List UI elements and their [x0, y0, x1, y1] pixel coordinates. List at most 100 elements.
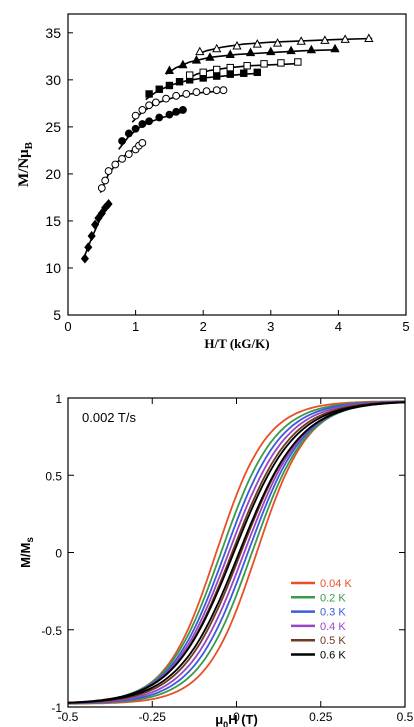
- hysteresis-branch-down: [68, 401, 405, 704]
- top-fit-curve: [165, 48, 339, 75]
- top-x-tick-label: 1: [132, 319, 139, 334]
- top-point-triangle: [306, 44, 317, 54]
- legend-label: 0.4 K: [320, 621, 346, 633]
- hysteresis-branch-down: [68, 400, 405, 704]
- top-y-tick-label: 20: [45, 166, 61, 182]
- top-point-circle: [155, 113, 164, 122]
- bottom-y-tick-label: -0.5: [41, 624, 62, 638]
- top-point-circle: [182, 90, 191, 98]
- top-point-circle: [111, 160, 120, 169]
- top-point-triangle: [272, 38, 283, 47]
- hysteresis-branch-up: [68, 401, 405, 704]
- top-point-diamond: [97, 208, 106, 219]
- top-tick-marks: [67, 32, 407, 316]
- bottom-y-tick-label: 1: [55, 392, 62, 406]
- top-point-circle: [131, 111, 140, 120]
- hysteresis-branch-up: [68, 401, 405, 705]
- top-y-axis-label-sub: B: [23, 141, 35, 149]
- top-point-diamond: [90, 219, 100, 230]
- top-point-diamond: [80, 253, 89, 264]
- top-point-triangle: [232, 40, 242, 50]
- top-x-tick-labels: 0 1 2 3 4 5: [64, 319, 409, 334]
- legend-label: 0.3 K: [320, 607, 346, 619]
- bottom-x-axis-label-main: μ: [215, 712, 223, 727]
- top-point-circle: [172, 107, 181, 116]
- top-fit-curve: [185, 62, 302, 81]
- top-y-tick-label: 5: [53, 307, 61, 323]
- top-point-square: [199, 68, 207, 77]
- top-point-square: [226, 63, 234, 72]
- hysteresis-branch-down: [68, 400, 405, 704]
- bottom-x-tick-label: 0.5: [397, 710, 414, 724]
- top-point-circle: [219, 86, 228, 95]
- bottom-x-axis-label-sub: 0: [223, 720, 228, 727]
- top-point-circle: [212, 86, 221, 95]
- bottom-y-axis-label-sub: s: [25, 537, 36, 543]
- top-point-triangle: [212, 43, 222, 53]
- top-x-tick-label: 5: [402, 319, 409, 334]
- hysteresis-branch-up: [68, 401, 405, 705]
- bottom-y-axis-label: M/Ms: [18, 537, 36, 568]
- top-point-triangle: [266, 46, 276, 56]
- legend-label: 0.04 K: [320, 578, 352, 590]
- top-point-circle: [101, 176, 110, 185]
- top-point-circle: [104, 167, 113, 175]
- top-point-square: [213, 72, 221, 80]
- top-point-triangle: [205, 52, 215, 61]
- top-point-square: [253, 68, 261, 77]
- top-chart: 0 1 2 3 4 5 5 10 15 20 25 30 35 H/T (kG/K) M/NμB: [16, 13, 410, 351]
- top-point-square: [294, 58, 302, 66]
- top-point-circle: [202, 87, 211, 96]
- bottom-x-tick-label: 0.25: [309, 710, 333, 724]
- top-x-tick-label: 3: [267, 319, 274, 334]
- top-point-diamond: [87, 230, 96, 241]
- top-point-triangle: [364, 33, 374, 42]
- bottom-y-tick-label: 0: [55, 547, 62, 561]
- hysteresis-branch-up: [68, 401, 405, 705]
- top-point-circle: [145, 117, 154, 126]
- top-point-circle: [124, 129, 133, 138]
- top-plot-frame: [67, 13, 407, 316]
- sweep-rate-annotation: 0.002 T/s: [82, 410, 136, 425]
- top-point-diamond: [104, 199, 113, 210]
- top-point-square: [277, 59, 285, 67]
- top-point-triangle: [296, 36, 306, 45]
- bottom-x-axis-label-rest: H (T): [228, 712, 258, 727]
- top-y-tick-label: 15: [45, 213, 61, 229]
- bottom-y-tick-labels: -1 -0.5 0 0.5 1: [41, 392, 62, 715]
- top-point-square: [260, 60, 268, 68]
- top-point-triangle: [330, 43, 340, 53]
- legend-label: 0.2 K: [320, 592, 346, 604]
- bottom-y-tick-label: -1: [51, 701, 62, 715]
- top-y-axis-label-main: M/Nμ: [16, 149, 32, 187]
- bottom-y-axis-label-main: M/M: [18, 543, 33, 568]
- bottom-legend: 0.04 K 0.2 K 0.3 K 0.4 K 0.5 K 0.6 K: [291, 578, 352, 662]
- top-point-square: [243, 62, 251, 70]
- top-point-square: [213, 65, 221, 74]
- top-point-circle: [138, 120, 147, 128]
- bottom-hysteresis-loops: [68, 400, 405, 705]
- bottom-x-tick-label: 0: [233, 710, 240, 724]
- top-point-square: [155, 85, 163, 93]
- top-point-circle: [192, 88, 201, 96]
- bottom-tick-marks: [67, 397, 406, 708]
- top-point-triangle: [286, 45, 296, 55]
- top-point-circle: [97, 184, 106, 192]
- top-point-circle: [179, 106, 187, 114]
- top-x-tick-label: 4: [335, 319, 342, 334]
- top-point-triangle: [340, 34, 350, 43]
- top-y-tick-label: 35: [45, 25, 61, 41]
- bottom-x-axis-label: μ0H (T): [215, 712, 258, 727]
- legend-label: 0.6 K: [320, 650, 346, 662]
- top-x-axis-label: H/T (kG/K): [204, 336, 269, 351]
- top-point-triangle: [252, 39, 262, 48]
- top-point-triangle: [164, 65, 175, 74]
- top-point-square: [175, 78, 184, 86]
- top-point-circle: [124, 150, 133, 159]
- bottom-y-tick-label: 0.5: [45, 469, 62, 483]
- top-x-tick-label: 0: [64, 319, 71, 334]
- top-point-triangle: [245, 47, 256, 57]
- hysteresis-branch-down: [68, 400, 405, 704]
- top-point-circle: [162, 94, 170, 103]
- top-data-points: [80, 33, 374, 264]
